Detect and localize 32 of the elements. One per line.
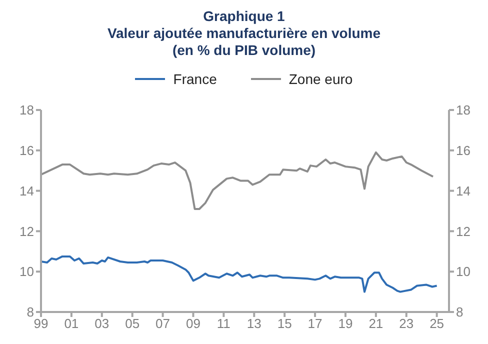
y-tick-label: 12 xyxy=(20,224,34,239)
x-tick-label: 19 xyxy=(338,316,353,332)
x-tick-label: 21 xyxy=(368,316,384,332)
x-tick-label: 13 xyxy=(246,316,262,332)
x-tick-label: 03 xyxy=(94,316,110,332)
x-tick-label: 01 xyxy=(64,316,79,332)
y-tick-label: 8 xyxy=(26,304,34,320)
y2-tick-label: 14 xyxy=(456,183,470,198)
line-series xyxy=(41,255,438,293)
x-tick-label: 09 xyxy=(186,316,200,332)
y2-tick-label: 12 xyxy=(456,224,470,239)
y2-tick-label: 8 xyxy=(456,304,464,320)
y2-tick-label: 16 xyxy=(456,143,470,158)
x-tick-label: 23 xyxy=(399,316,414,332)
x-tick-label: 07 xyxy=(156,316,170,332)
x-tick-label: 15 xyxy=(277,316,292,332)
legend-label: Zone euro xyxy=(288,71,353,87)
x-tick-label: 11 xyxy=(216,316,230,332)
chart-subtitle: Valeur ajoutée manufacturière en volume (en % du PIB volume) xyxy=(106,25,382,59)
x-tick-label: 17 xyxy=(308,316,322,332)
legend-label: France xyxy=(173,71,217,87)
y-tick-label: 10 xyxy=(20,264,34,280)
y-tick-label: 18 xyxy=(20,102,34,118)
x-tick-label: 99 xyxy=(34,316,48,332)
line-series xyxy=(41,151,434,210)
y2-tick-label: 10 xyxy=(456,264,470,280)
y-tick-label: 14 xyxy=(20,183,34,198)
y-tick-label: 16 xyxy=(20,143,34,158)
x-tick-label: 05 xyxy=(125,316,140,332)
y2-tick-label: 18 xyxy=(456,102,470,118)
x-tick-label: 25 xyxy=(430,316,444,332)
chart-title: Graphique 1 xyxy=(202,8,286,25)
